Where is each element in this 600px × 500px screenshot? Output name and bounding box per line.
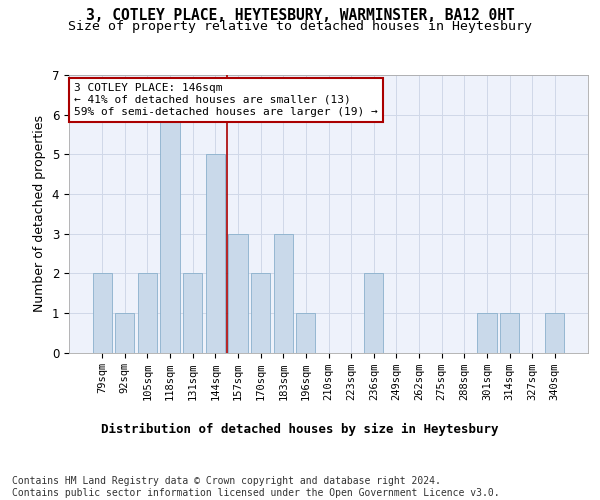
Bar — [296, 313, 316, 352]
Text: 3, COTLEY PLACE, HEYTESBURY, WARMINSTER, BA12 0HT: 3, COTLEY PLACE, HEYTESBURY, WARMINSTER,… — [86, 8, 514, 22]
Bar — [115, 313, 134, 352]
Bar — [160, 114, 180, 352]
Y-axis label: Number of detached properties: Number of detached properties — [33, 116, 46, 312]
Bar — [364, 273, 383, 352]
Bar — [138, 273, 157, 352]
Bar — [251, 273, 270, 352]
Text: Contains HM Land Registry data © Crown copyright and database right 2024.
Contai: Contains HM Land Registry data © Crown c… — [12, 476, 500, 498]
Text: Size of property relative to detached houses in Heytesbury: Size of property relative to detached ho… — [68, 20, 532, 33]
Bar — [92, 273, 112, 352]
Bar — [500, 313, 519, 352]
Bar — [229, 234, 248, 352]
Bar — [545, 313, 565, 352]
Text: 3 COTLEY PLACE: 146sqm
← 41% of detached houses are smaller (13)
59% of semi-det: 3 COTLEY PLACE: 146sqm ← 41% of detached… — [74, 84, 378, 116]
Text: Distribution of detached houses by size in Heytesbury: Distribution of detached houses by size … — [101, 422, 499, 436]
Bar — [206, 154, 225, 352]
Bar — [477, 313, 497, 352]
Bar — [274, 234, 293, 352]
Bar — [183, 273, 202, 352]
